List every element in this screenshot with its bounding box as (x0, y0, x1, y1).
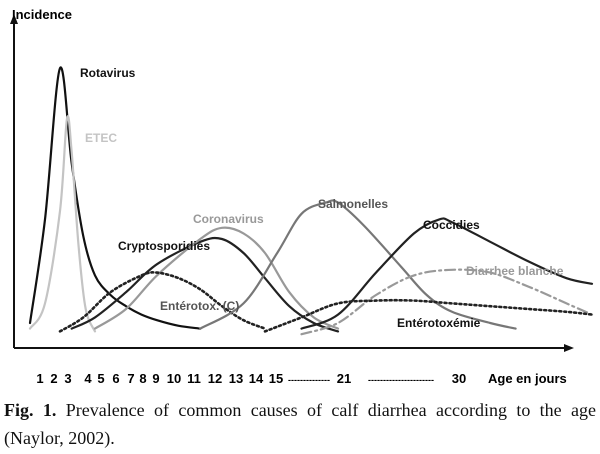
series-line-cryptosporidies (70, 236, 340, 333)
series-label-enterotoxemie: Entérotoxémie (397, 316, 481, 330)
chart-background (0, 0, 600, 394)
series-line-coronavirus (93, 226, 340, 330)
x-tick-label-3: 3 (64, 371, 71, 386)
series-line-enterotoxemie (263, 298, 594, 333)
x-tick-label-6: 6 (112, 371, 119, 386)
series-labels: Rotavirus ETEC Cryptosporidies Coronavirus E… (80, 66, 564, 330)
x-tick-label-15: 15 (269, 371, 283, 386)
series-label-diarrhee-blanche: Diarrhee blanche (466, 264, 564, 278)
x-axis-label: Age en jours (488, 371, 567, 386)
x-tick-labels: 1 2 3 4 5 6 7 8 9 10 11 12 13 14 15 21 30-------------- -… (36, 371, 466, 386)
figure-caption: Fig. 1. Prevalence of common causes of c… (4, 396, 596, 452)
series-label-enterotox-c: Entérotox. (C) (160, 299, 239, 313)
series-label-cryptosporidies: Cryptosporidies (118, 239, 210, 253)
series-label-coronavirus: Coronavirus (193, 212, 264, 226)
series-line-enterotox-c (58, 271, 267, 333)
series-line-rotavirus (28, 66, 202, 330)
x-tick-label-13: 13 (229, 371, 243, 386)
y-axis-arrow (10, 14, 18, 24)
figure-label: Fig. 1. (4, 400, 57, 420)
x-tick-separator: -------------- (288, 375, 330, 385)
y-axis-label: Incidence (12, 7, 72, 22)
series-label-salmonelles: Salmonelles (318, 197, 388, 211)
x-tick-label-14: 14 (249, 371, 264, 386)
x-tick-label-30: 30 (452, 371, 466, 386)
x-tick-label-12: 12 (208, 371, 222, 386)
chart-figure: Incidence Age en jours Rotavirus ETEC Cryp… (0, 0, 600, 394)
x-tick-label-9: 9 (152, 371, 159, 386)
x-tick-label-8: 8 (139, 371, 146, 386)
series-curves (28, 66, 594, 336)
x-tick-label-4: 4 (84, 371, 92, 386)
x-tick-label-21: 21 (337, 371, 351, 386)
x-tick-label-5: 5 (97, 371, 104, 386)
x-tick-label-11: 11 (187, 371, 201, 386)
caption-text: Prevalence of common causes of calf diar… (4, 400, 596, 448)
series-label-coccidies: Coccidies (423, 218, 480, 232)
series-line-salmonelles (199, 199, 517, 330)
x-axis-arrow (564, 344, 574, 352)
x-tick-separator: ---------------------- (368, 375, 434, 385)
series-label-rotavirus: Rotavirus (80, 66, 136, 80)
x-tick-label-2: 2 (50, 371, 57, 386)
x-tick-label-1: 1 (36, 371, 43, 386)
series-line-coccidies (300, 217, 594, 330)
x-tick-label-10: 10 (167, 371, 181, 386)
x-tick-label-7: 7 (127, 371, 134, 386)
series-line-etec (28, 115, 97, 333)
series-label-etec: ETEC (85, 131, 117, 145)
chart-svg: Incidence Age en jours Rotavirus ETEC Cryp… (0, 0, 600, 394)
series-line-diarrhee-blanche (300, 268, 594, 336)
